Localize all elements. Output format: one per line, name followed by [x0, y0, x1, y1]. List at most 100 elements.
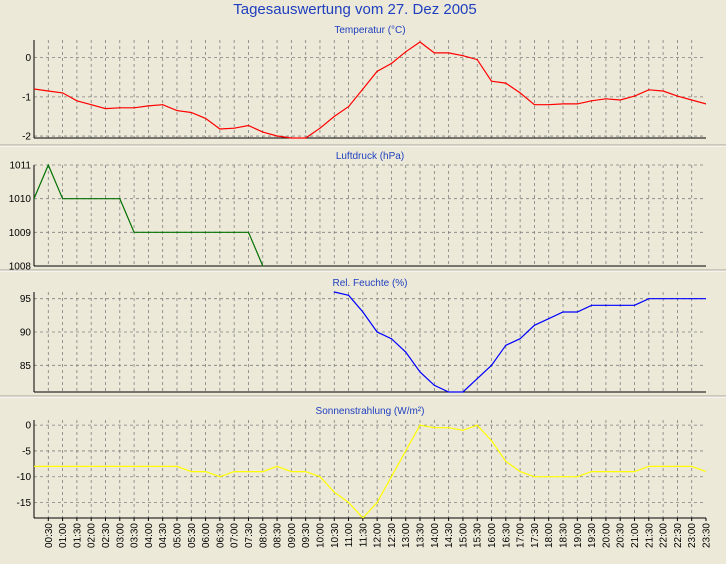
data-point [133, 231, 135, 233]
x-tick-label: 11:00 [344, 523, 355, 548]
data-point [119, 198, 121, 200]
data-point [676, 465, 679, 468]
data-point [519, 92, 521, 94]
data-point [591, 304, 593, 306]
series-line [34, 424, 706, 519]
data-point [61, 198, 64, 200]
data-point [76, 465, 78, 468]
data-point [433, 384, 435, 386]
data-point [190, 111, 192, 114]
data-point [34, 465, 35, 468]
data-point [219, 231, 221, 233]
x-tick-label: 09:30 [301, 523, 312, 548]
y-tick-label: 1011 [9, 161, 31, 172]
x-tick-label: 17:30 [530, 523, 541, 548]
x-tick-label: 21:00 [630, 523, 641, 548]
data-point [533, 104, 536, 106]
x-tick-label: 04:00 [144, 523, 155, 548]
data-point [347, 294, 350, 296]
data-point [633, 304, 636, 306]
x-tick-label: 01:00 [58, 523, 69, 548]
x-tick-label: 09:00 [287, 523, 298, 548]
data-point [705, 103, 706, 105]
chart-panel-4: Sonnenstrahlung (W/m²) 0 -5 -10 -15 [17, 406, 706, 519]
data-point [476, 378, 478, 380]
data-point [462, 55, 464, 57]
data-point [662, 298, 664, 300]
data-point [219, 128, 221, 130]
data-point [162, 104, 164, 106]
data-point [276, 135, 278, 137]
data-point [390, 338, 393, 340]
y-tick-label: 0 [25, 53, 31, 64]
x-tick-label: 15:00 [458, 523, 469, 548]
x-tick-label: 16:00 [487, 523, 498, 548]
x-tick-label: 23:30 [702, 523, 713, 548]
data-point [705, 470, 706, 473]
x-tick-label: 00:30 [44, 523, 55, 548]
data-point [305, 137, 307, 139]
data-point [419, 424, 421, 426]
x-tick-label: 14:00 [430, 523, 441, 548]
y-tick-label: 0 [25, 421, 31, 432]
data-point [476, 424, 478, 426]
x-tick-label: 06:00 [201, 523, 212, 548]
data-point [276, 465, 278, 468]
data-point [319, 476, 321, 478]
data-point [619, 470, 621, 473]
data-point [648, 298, 650, 300]
data-point [362, 311, 364, 313]
chart-panels: Temperatur (°C) 0 -1 -2 Luftdruck (hPa) 1011 1… [0, 25, 726, 519]
data-point [176, 109, 178, 112]
x-tick-label: 07:00 [230, 523, 241, 548]
x-tick-label: 18:00 [544, 523, 555, 548]
data-point [333, 291, 335, 293]
data-point [576, 311, 578, 313]
x-tick-label: 19:30 [587, 523, 598, 548]
data-point [104, 108, 107, 110]
data-point [605, 98, 607, 100]
data-point [319, 127, 321, 129]
page-title: Tagesauswertung vom 27. Dez 2005 [233, 1, 476, 18]
chart-panel-2: Luftdruck (hPa) 1011 1010 1009 1008 [9, 151, 706, 273]
data-point [605, 470, 607, 473]
data-point [47, 164, 49, 166]
data-point [147, 105, 149, 107]
data-point [591, 100, 593, 102]
data-point [190, 470, 192, 473]
data-point [519, 470, 521, 473]
data-point [419, 41, 421, 43]
data-point [562, 103, 564, 105]
x-axis: 00:30 01:00 01:30 02:00 02:30 03:00 03:30 04:00… [44, 518, 713, 548]
x-tick-label: 01:30 [72, 523, 83, 548]
data-point [333, 491, 335, 493]
data-point [448, 52, 450, 54]
data-point [433, 52, 435, 54]
y-tick-label: -2 [22, 132, 31, 143]
data-point [648, 89, 650, 91]
data-point [362, 88, 364, 90]
data-point [691, 298, 693, 300]
data-point [490, 364, 493, 366]
data-point [562, 311, 564, 313]
x-tick-label: 10:30 [330, 523, 341, 548]
x-tick-label: 05:00 [172, 523, 183, 548]
data-point [247, 124, 250, 127]
x-tick-label: 14:30 [444, 523, 455, 548]
data-point [519, 338, 521, 340]
data-point [61, 465, 64, 468]
data-point [347, 106, 350, 108]
data-point [34, 88, 35, 90]
data-point [433, 427, 435, 429]
x-tick-label: 10:00 [315, 523, 326, 548]
x-tick-label: 20:00 [601, 523, 612, 548]
data-point [405, 351, 407, 353]
data-point [490, 80, 493, 82]
data-point [104, 465, 107, 468]
x-tick-label: 12:30 [387, 523, 398, 548]
data-point [533, 324, 536, 326]
panel-title: Temperatur (°C) [334, 25, 405, 36]
data-point [505, 344, 507, 346]
data-point [204, 231, 207, 233]
data-point [476, 59, 478, 61]
